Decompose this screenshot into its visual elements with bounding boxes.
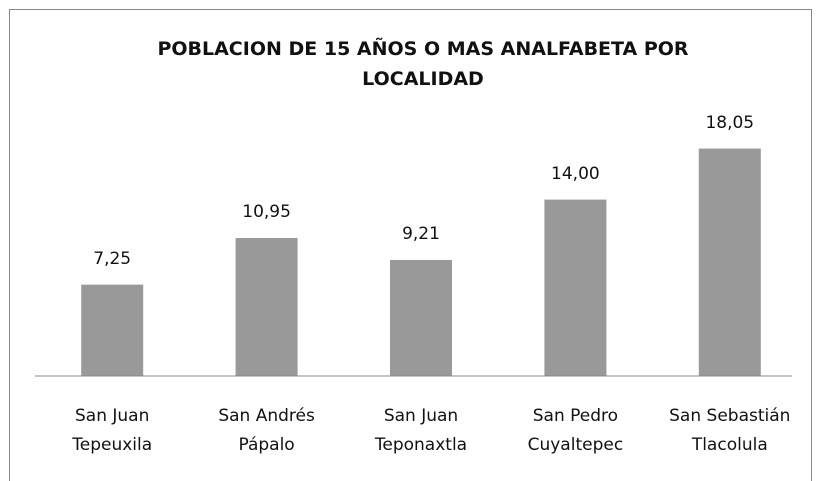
x-tick-label: San Andrés Pápalo (218, 406, 315, 455)
bar (698, 148, 761, 376)
bar (235, 238, 298, 376)
value-label: 10,95 (242, 202, 291, 223)
x-tick-label: San Juan Teponaxtla (374, 406, 468, 455)
x-tick-label: San Juan Tepeuxila (72, 406, 153, 455)
x-tick-label: San Sebastián Tlacolula (669, 406, 791, 455)
value-label: 14,00 (551, 163, 600, 184)
value-label: 9,21 (402, 223, 440, 244)
x-tick-label: San Pedro Cuyaltepec (527, 406, 624, 455)
chart-title: POBLACION DE 15 AÑOS O MAS ANALFABETA PO… (157, 38, 689, 90)
chart-frame (9, 9, 812, 481)
value-label: 7,25 (93, 248, 132, 269)
bar (81, 284, 144, 376)
value-label: 18,05 (705, 112, 755, 133)
bar (544, 199, 607, 376)
bar (390, 259, 452, 376)
